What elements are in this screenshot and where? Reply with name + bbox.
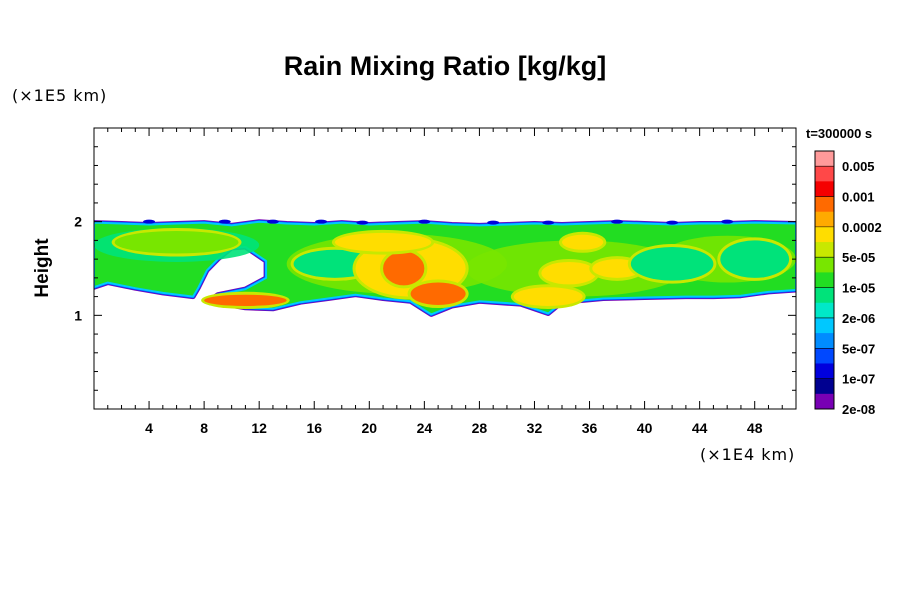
cloud-core: [513, 287, 583, 306]
cloud-top-speck: [356, 220, 369, 225]
x-tick-label: 44: [692, 420, 708, 436]
colorbar-label: 0.0002: [842, 220, 882, 235]
y-tick-label: 1: [74, 307, 82, 323]
colorbar-label: 1e-05: [842, 281, 875, 296]
colorbar-swatch: [815, 166, 834, 182]
colorbar-swatch: [815, 333, 834, 349]
colorbar-swatch: [815, 287, 834, 304]
colorbar-label: 5e-05: [842, 250, 875, 265]
x-tick-label: 28: [472, 420, 488, 436]
colorbar-label: 2e-06: [842, 311, 875, 326]
y-axis: 12: [74, 146, 796, 391]
colorbar-label: 2e-08: [842, 402, 875, 417]
cloud-core: [541, 261, 597, 285]
x-tick-label: 8: [200, 420, 208, 436]
cloud-top-speck: [418, 219, 431, 224]
colorbar-swatch: [815, 226, 834, 243]
x-tick-label: 36: [582, 420, 598, 436]
x-tick-label: 16: [306, 420, 322, 436]
colorbar: 0.005 0.001 0.0002 5e-05 1e-05 2e-06 5e-07 1e-0…: [814, 150, 882, 417]
x-tick-label: 40: [637, 420, 653, 436]
cloud-top-speck: [542, 220, 555, 225]
y-tick-label: 2: [74, 214, 82, 230]
cloud-core: [562, 234, 604, 250]
x-tick-label: 32: [527, 420, 543, 436]
colorbar-label: 5e-07: [842, 341, 875, 356]
cloud-top-speck: [266, 219, 279, 224]
colorbar-label: 0.005: [842, 159, 875, 174]
cloud-core: [114, 231, 239, 254]
colorbar-swatch: [815, 302, 834, 319]
time-label: t=300000 s: [806, 126, 872, 141]
cloud-top-speck: [611, 219, 624, 224]
colorbar-swatch: [815, 348, 834, 364]
colorbar-swatch: [815, 317, 834, 334]
y-axis-label: Height: [32, 238, 53, 298]
cloud-core: [383, 251, 425, 286]
colorbar-label: 0.001: [842, 190, 875, 205]
colorbar-label: 1e-07: [842, 372, 875, 387]
colorbar-swatch: [815, 196, 834, 213]
cloud-top-speck: [143, 219, 156, 224]
cloud-top-speck: [721, 219, 734, 224]
colorbar-swatch: [815, 363, 834, 380]
x-axis: 4 8 12 16 20 24 28 32 36 40 44 48: [107, 128, 783, 436]
colorbar-swatch: [815, 257, 834, 273]
colorbar-swatch: [815, 211, 834, 228]
colorbar-swatch: [815, 272, 834, 289]
colorbar-swatch: [815, 242, 834, 258]
cloud-field: [94, 219, 796, 317]
cloud-top-speck: [315, 219, 328, 224]
cloud-core: [334, 232, 432, 252]
x-tick-label: 4: [145, 420, 153, 436]
colorbar-swatch: [815, 378, 834, 395]
cloud-top-speck: [218, 219, 231, 224]
y-axis-unit: (×1E5 km): [12, 86, 107, 105]
x-tick-label: 48: [747, 420, 763, 436]
cloud-top-speck: [487, 220, 500, 225]
x-tick-label: 20: [362, 420, 378, 436]
cloud-core: [630, 246, 714, 281]
x-tick-label: 24: [417, 420, 433, 436]
colorbar-swatch: [815, 151, 834, 167]
colorbar-swatch: [815, 393, 834, 410]
cloud-core: [204, 294, 287, 306]
cloud-top-speck: [666, 220, 679, 225]
colorbar-swatch: [815, 181, 834, 198]
cloud-core: [720, 240, 790, 278]
x-tick-label: 12: [251, 420, 267, 436]
plot-frame: [93, 127, 797, 410]
cloud-core: [410, 282, 466, 306]
x-axis-unit: (×1E4 km): [700, 445, 795, 464]
chart-title: Rain Mixing Ratio [kg/kg]: [284, 51, 607, 81]
